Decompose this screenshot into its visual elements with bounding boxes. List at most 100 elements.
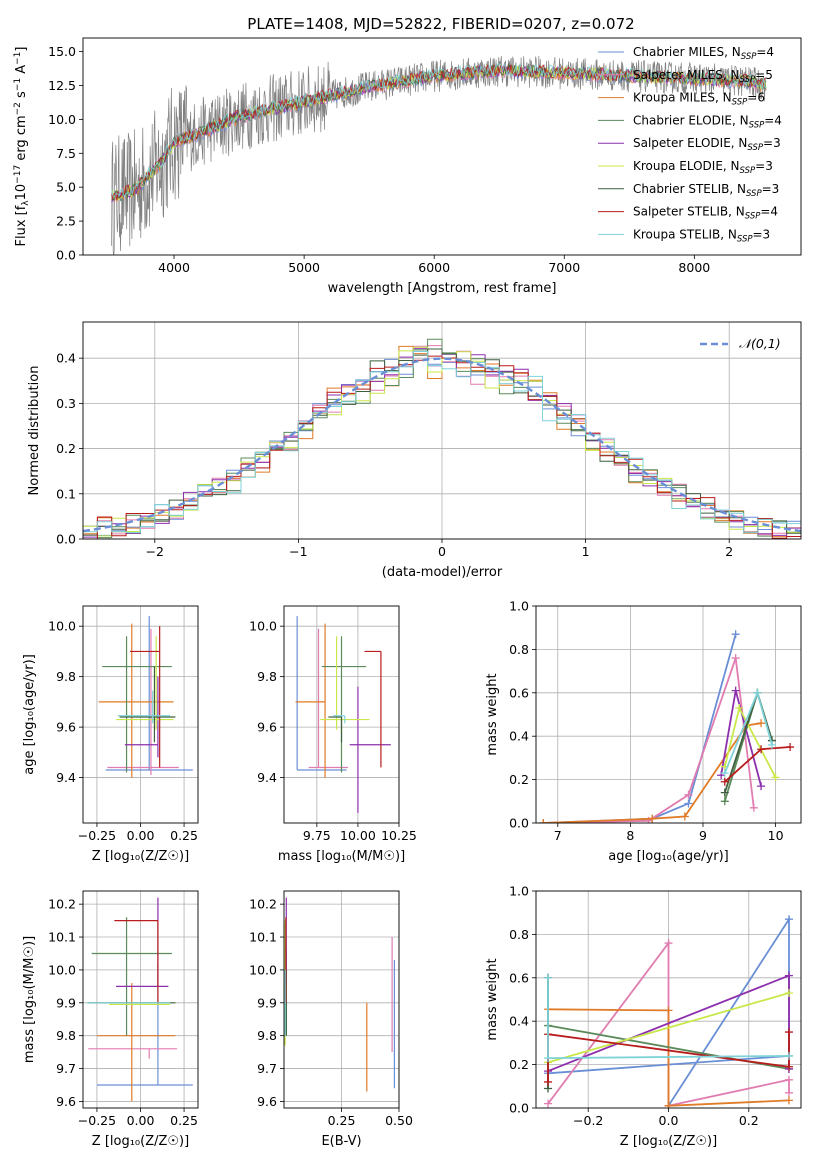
y-tick-label: 9.8 <box>56 1028 76 1043</box>
x-axis-label: (data-model)/error <box>382 565 503 580</box>
x-tick-label: −0.25 <box>78 828 116 843</box>
x-axis-label: age [log₁₀(age/yr)] <box>608 849 729 864</box>
x-tick-label: 1 <box>582 544 590 559</box>
x-tick-label: 0.00 <box>127 828 155 843</box>
axes-group: −2 −1 0 1 2 0.0 0.1 0.2 0.3 0.4 (data-model)/error… <box>27 321 802 580</box>
legend-entry: Chabrier ELODIE, NSSP=4 <box>633 113 782 130</box>
y-tick-label: 10.2 <box>48 897 76 912</box>
y-tick-label: 0.0 <box>509 1101 529 1116</box>
y-tick-label: 9.4 <box>257 770 277 785</box>
data-point-marker <box>731 686 740 695</box>
y-tick-label: 10.0 <box>48 112 76 127</box>
data-point-marker <box>684 799 693 808</box>
data-point-marker <box>720 788 729 797</box>
data-point-marker <box>539 819 548 823</box>
data-point-marker <box>784 1051 793 1060</box>
y-tick-label: 9.8 <box>257 1028 277 1043</box>
x-tick-label: 7 <box>554 828 562 843</box>
data-point-marker <box>720 797 729 806</box>
y-tick-label: 9.7 <box>56 1061 76 1076</box>
data-point-marker <box>786 743 795 752</box>
y-axis-label: age [log₁₀(age/yr)] <box>22 654 37 775</box>
data-point-marker <box>767 740 776 749</box>
x-tick-label: 10.25 <box>381 828 417 843</box>
data-point-marker <box>757 782 766 791</box>
legend-entry: Salpeter MILES, NSSP=5 <box>633 68 773 85</box>
y-tick-label: 10.1 <box>249 930 277 945</box>
legend-entry: Salpeter ELODIE, NSSP=3 <box>633 136 781 153</box>
x-tick-label: −1 <box>289 544 307 559</box>
data-point-marker <box>784 915 793 924</box>
x-tick-label: 0.50 <box>385 1113 413 1128</box>
data-point-marker <box>757 719 766 728</box>
axes-frame <box>283 890 400 1109</box>
data-point-marker <box>771 773 780 782</box>
y-tick-label: 10.2 <box>249 897 277 912</box>
x-axis-label: wavelength [Angstrom, rest frame] <box>328 281 557 296</box>
y-tick-label: 0.4 <box>56 351 76 366</box>
data-point-marker <box>784 1062 793 1071</box>
x-tick-label: 0.2 <box>739 1113 759 1128</box>
axes-group: −0.25 0.00 0.25 9.6 9.7 9.8 9.9 10.0 10.1 10.2 Z [… <box>22 890 199 1149</box>
y-tick-label: 9.6 <box>56 720 76 735</box>
data-point-marker <box>784 971 793 980</box>
y-tick-label: 9.8 <box>56 669 76 684</box>
x-tick-label: 5000 <box>288 260 320 275</box>
axes-frame <box>82 890 199 1109</box>
data-point-marker <box>784 1088 793 1097</box>
axes-frame <box>82 321 802 540</box>
residual-histogram-9 <box>83 351 801 539</box>
data-point-marker <box>731 630 740 639</box>
y-axis-label: mass weight <box>485 958 500 1040</box>
x-tick-label: 8000 <box>678 260 710 275</box>
x-tick-label: 2 <box>725 544 733 559</box>
legend-entry: 𝒩(0,1) <box>739 336 781 351</box>
plot-area <box>111 56 767 255</box>
data-point-marker <box>784 1096 793 1105</box>
mass-weight-line <box>547 992 790 1064</box>
legend-entry: Chabrier MILES, NSSP=4 <box>633 45 774 62</box>
x-tick-label: 0 <box>438 544 446 559</box>
y-tick-label: 0.0 <box>56 248 76 263</box>
normal-curve <box>83 357 801 533</box>
x-tick-label: 9.75 <box>303 828 331 843</box>
axes-frame <box>535 890 802 1109</box>
x-axis-label: Z [log₁₀(Z/Z☉)] <box>620 1134 717 1149</box>
data-point-marker <box>720 777 729 786</box>
x-tick-label: 0.25 <box>170 828 198 843</box>
plot-area <box>544 915 793 1108</box>
y-axis-label: mass [log₁₀(M/M☉)] <box>22 936 37 1063</box>
data-point-marker <box>720 769 729 778</box>
x-axis-label: mass [log₁₀(M/M☉)] <box>278 849 405 864</box>
panels-group: 4000 5000 6000 7000 80000.02.55.07.510.012.5… <box>13 37 802 1149</box>
x-tick-label: −0.25 <box>78 1113 116 1128</box>
x-tick-label: 10.00 <box>340 828 376 843</box>
data-point-marker <box>753 688 762 697</box>
y-tick-label: 10.0 <box>48 619 76 634</box>
data-point-marker <box>749 803 758 812</box>
plot-area <box>86 897 193 1102</box>
y-tick-label: 15.0 <box>48 44 76 59</box>
data-point-marker <box>544 1077 553 1086</box>
y-tick-label: 1.0 <box>509 884 529 899</box>
legend-entry: Salpeter STELIB, NSSP=4 <box>633 205 778 222</box>
y-tick-label: 9.9 <box>257 995 277 1010</box>
data-point-marker <box>544 1099 553 1108</box>
plot-area <box>284 897 395 1092</box>
y-tick-label: 9.4 <box>56 770 76 785</box>
y-tick-label: 0.3 <box>56 396 76 411</box>
y-tick-label: 12.5 <box>48 78 76 93</box>
data-point-marker <box>735 703 744 712</box>
y-tick-label: 10.0 <box>48 962 76 977</box>
x-tick-label: −2 <box>146 544 164 559</box>
x-tick-label: 4000 <box>158 260 190 275</box>
y-tick-label: 0.2 <box>56 441 76 456</box>
axes-group: 9.75 10.00 10.25 9.4 9.6 9.8 10.0 mass [log₁₀(M… <box>249 605 417 864</box>
y-tick-label: 9.9 <box>56 995 76 1010</box>
y-tick-label: 0.1 <box>56 486 76 501</box>
x-tick-label: 0.00 <box>127 1113 155 1128</box>
y-tick-label: 9.7 <box>257 1061 277 1076</box>
y-axis-label: mass weight <box>485 673 500 755</box>
x-tick-label: 9 <box>699 828 707 843</box>
